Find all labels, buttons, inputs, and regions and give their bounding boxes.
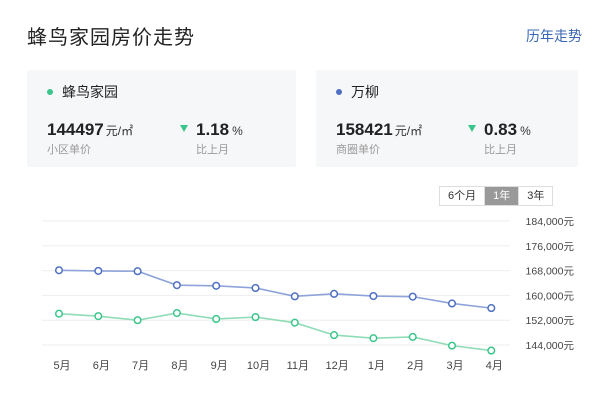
data-point [290,292,299,301]
x-tick-label: 4月 [486,360,503,372]
data-point [408,332,417,341]
time-range-tabs: 6个月 1年 3年 [439,186,554,206]
x-tick-label: 12月 [325,360,348,372]
y-tick-label: 152,000元 [526,315,575,327]
data-point [133,316,142,325]
series-line-1 [58,312,492,352]
district-name: 万柳 [351,84,379,100]
data-point [408,292,417,301]
community-dot-icon [47,89,53,95]
district-price-unit: 元/㎡ [394,124,423,138]
tab-6-months[interactable]: 6个月 [448,190,477,202]
data-point [54,266,64,275]
data-point [133,267,142,276]
x-tick-label: 7月 [132,360,149,372]
tab-1-year[interactable]: 1年 [484,187,519,205]
data-point [251,283,260,293]
down-arrow-icon [468,125,476,132]
data-point [369,291,378,301]
data-point [54,309,64,318]
district-price: 158421 [336,120,393,139]
data-point [94,266,103,275]
series-line-0 [58,269,492,309]
data-point [447,299,457,308]
y-tick-label: 184,000元 [526,216,575,228]
x-tick-label: 5月 [53,360,70,372]
district-change-unit: % [520,124,531,138]
y-tick-label: 168,000元 [526,266,575,278]
district-price-label: 商圈单价 [336,144,380,156]
data-point [212,281,221,290]
community-name: 蜂鸟家园 [62,84,118,100]
x-tick-label: 11月 [287,360,309,372]
data-point [212,314,221,324]
community-change-label: 比上月 [196,144,229,156]
data-point [94,312,103,321]
data-point [172,309,181,318]
community-price: 144497 [47,120,104,139]
community-change: 1.18 [196,120,230,139]
page-title: 蜂鸟家园房价走势 [27,27,195,49]
community-price-unit: 元/㎡ [105,124,134,138]
y-tick-label: 160,000元 [526,290,575,302]
data-point [290,318,299,327]
y-tick-label: 176,000元 [526,241,575,253]
data-point [251,313,260,322]
community-price-card: 蜂鸟家园 144497 元/㎡ 小区单价 1.18% 比上月 [27,70,296,167]
data-point [487,304,496,313]
data-point [172,281,181,290]
community-price-label: 小区单价 [47,144,91,156]
district-change-label: 比上月 [484,144,517,156]
district-dot-icon [336,89,342,95]
community-change-unit: % [232,124,243,138]
down-arrow-icon [180,125,188,132]
data-point [447,341,457,350]
x-tick-label: 1月 [368,360,385,372]
district-price-card: 万柳 158421 元/㎡ 商圈单价 0.83% 比上月 [316,70,578,167]
x-tick-label: 3月 [446,360,463,372]
data-point [369,334,378,343]
district-change: 0.83 [484,120,518,139]
data-point [487,346,496,355]
data-point [330,331,339,340]
tab-3-years[interactable]: 3年 [518,187,552,205]
x-tick-label: 8月 [171,360,188,372]
x-tick-label: 10月 [247,360,270,372]
x-tick-label: 9月 [211,360,228,372]
history-trend-link[interactable]: 历年走势 [526,28,582,44]
x-tick-label: 6月 [93,360,110,372]
x-tick-label: 2月 [407,360,424,372]
y-tick-label: 144,000元 [526,340,575,352]
data-point [330,289,339,298]
